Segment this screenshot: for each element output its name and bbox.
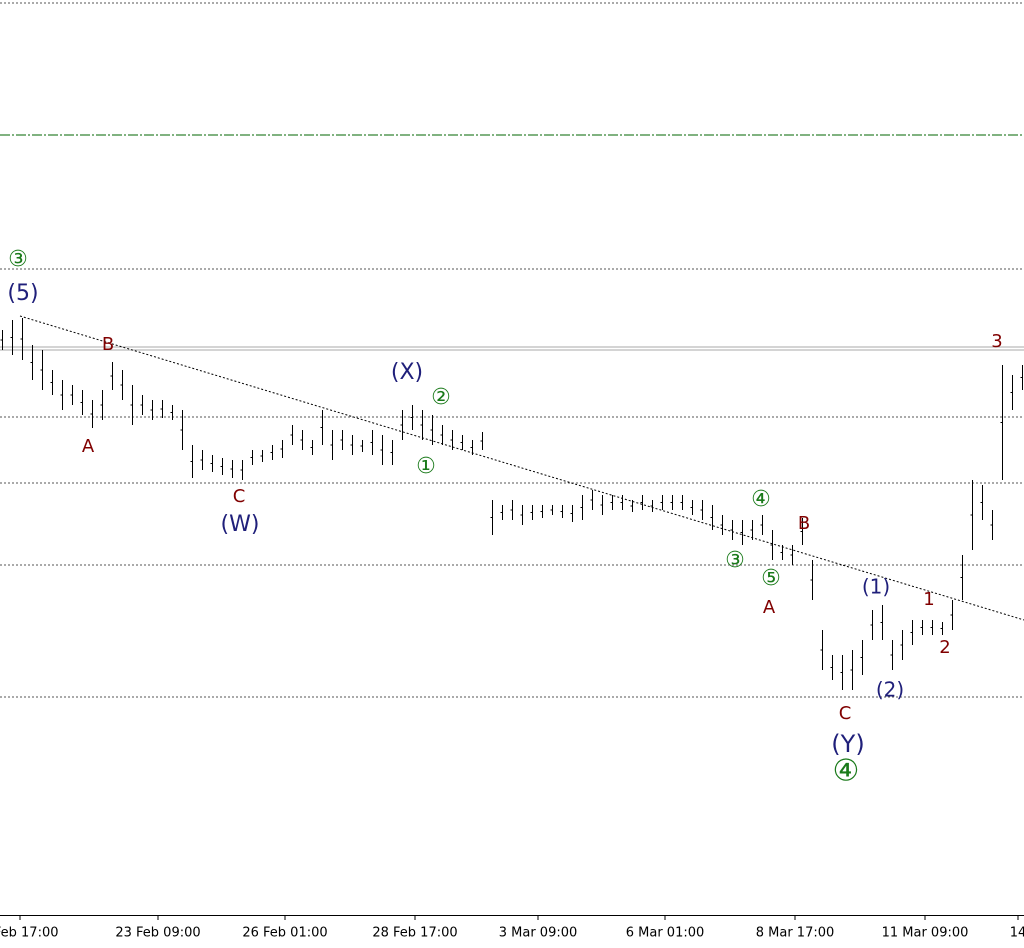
wave-label: 3 (991, 331, 1002, 352)
wave-label: (5) (7, 281, 38, 306)
trend-line (19, 315, 1024, 621)
wave-label: B (102, 334, 114, 355)
x-tick-label: 8 Mar 17:00 (756, 926, 835, 941)
x-tick-label: 0 Feb 17:00 (0, 926, 59, 941)
wave-label: ③ (725, 548, 745, 573)
x-tick-label: 28 Feb 17:00 (372, 926, 457, 941)
wave-label: (W) (221, 512, 260, 537)
wave-label: A (763, 597, 776, 618)
x-tick-label: 23 Feb 09:00 (115, 926, 200, 941)
x-tick-label: 6 Mar 01:00 (626, 926, 705, 941)
x-tick-label: 14 (1010, 926, 1024, 941)
wave-label: ② (431, 385, 451, 410)
x-tick-label: 3 Mar 09:00 (499, 926, 578, 941)
x-tick-label: 11 Mar 09:00 (882, 926, 969, 941)
wave-label: ④ (751, 487, 771, 512)
wave-label: (Y) (831, 730, 864, 758)
x-tick-label: 26 Feb 01:00 (242, 926, 327, 941)
wave-label: (X) (391, 360, 423, 385)
wave-label: (1) (862, 575, 890, 599)
wave-label: C (233, 486, 246, 507)
wave-label: (2) (876, 678, 904, 702)
wave-label: C (839, 703, 852, 724)
wave-label: A (82, 436, 95, 457)
wave-label: ③ (8, 247, 28, 272)
wave-label: ⑤ (761, 566, 781, 591)
wave-label: B (798, 513, 810, 534)
wave-label: 1 (923, 589, 934, 610)
wave-label: 2 (939, 637, 950, 658)
wave-label: ① (416, 454, 436, 479)
wave-label: ④ (833, 754, 860, 789)
